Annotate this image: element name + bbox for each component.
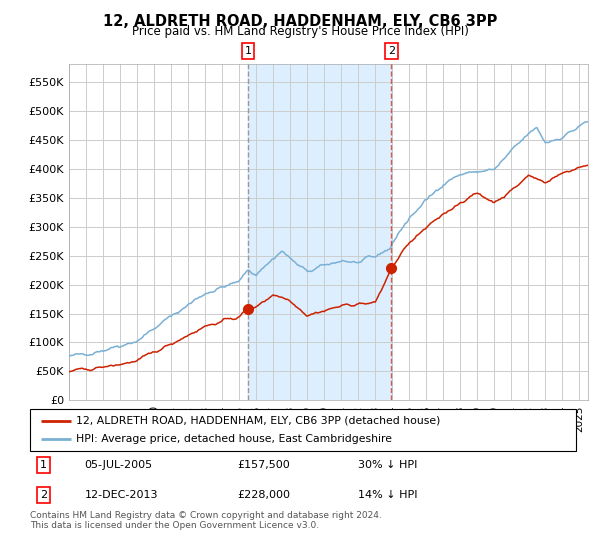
Text: 12, ALDRETH ROAD, HADDENHAM, ELY, CB6 3PP: 12, ALDRETH ROAD, HADDENHAM, ELY, CB6 3P… [103,14,497,29]
Text: 12-DEC-2013: 12-DEC-2013 [85,490,158,500]
Text: 2: 2 [388,46,395,56]
Text: 1: 1 [40,460,47,470]
Text: Contains HM Land Registry data © Crown copyright and database right 2024.
This d: Contains HM Land Registry data © Crown c… [30,511,382,530]
Text: Price paid vs. HM Land Registry's House Price Index (HPI): Price paid vs. HM Land Registry's House … [131,25,469,38]
Text: 1: 1 [244,46,251,56]
Bar [248,64,391,400]
Text: 12, ALDRETH ROAD, HADDENHAM, ELY, CB6 3PP (detached house): 12, ALDRETH ROAD, HADDENHAM, ELY, CB6 3P… [76,416,441,426]
Text: 05-JUL-2005: 05-JUL-2005 [85,460,153,470]
Text: 14% ↓ HPI: 14% ↓ HPI [358,490,417,500]
Text: 2: 2 [40,490,47,500]
Text: HPI: Average price, detached house, East Cambridgeshire: HPI: Average price, detached house, East… [76,435,392,445]
Text: 30% ↓ HPI: 30% ↓ HPI [358,460,417,470]
Text: £228,000: £228,000 [238,490,290,500]
Text: £157,500: £157,500 [238,460,290,470]
